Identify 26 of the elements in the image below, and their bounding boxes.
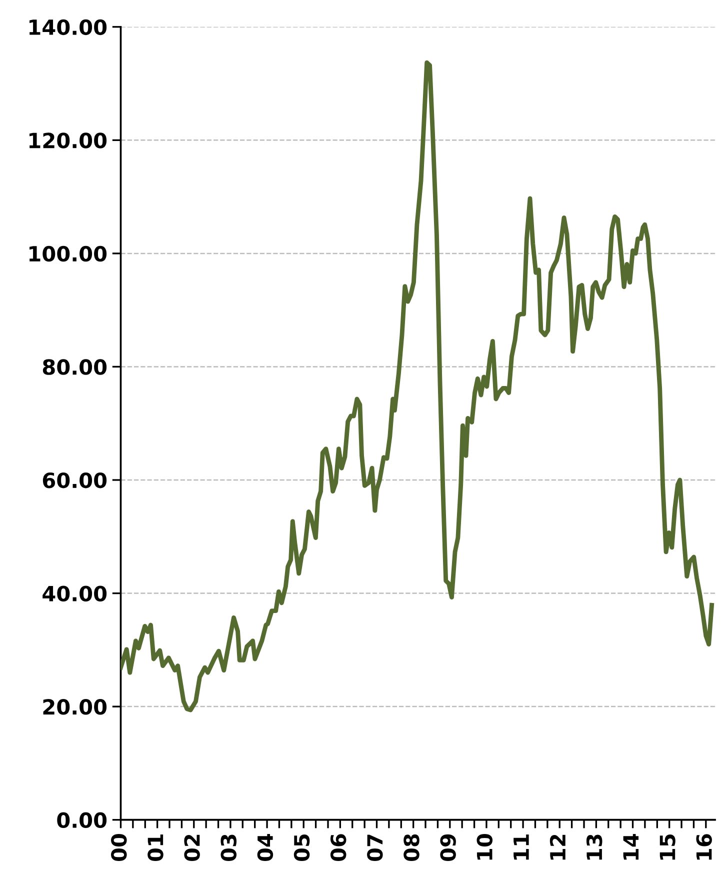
x-tick-label: 12 (550, 834, 566, 860)
x-tick-label: 16 (696, 834, 712, 860)
y-tick-label: 140.00 (30, 19, 107, 36)
y-tick-label: 20.00 (43, 699, 107, 715)
x-tick-label: 15 (660, 834, 676, 860)
y-tick-label: 80.00 (42, 359, 107, 375)
y-tick-label: 0.00 (57, 812, 107, 828)
x-tick-label: 07 (367, 834, 383, 862)
x-tick-label: 03 (220, 834, 237, 862)
line-series (120, 60, 714, 712)
x-tick-label: 00 (111, 834, 127, 862)
x-tick-label: 05 (294, 834, 310, 862)
y-tick-label: 120.00 (30, 132, 107, 148)
x-tick-label: 10 (476, 834, 493, 860)
x-tick-label: 06 (330, 834, 346, 862)
y-tick-label: 100.00 (30, 246, 107, 262)
x-tick-label: 08 (404, 834, 420, 862)
x-tick-label: 09 (440, 834, 456, 862)
x-tick-label: 04 (257, 834, 274, 862)
x-tick-label: 11 (514, 834, 529, 860)
x-tick-label: 13 (586, 834, 602, 860)
x-tick-label: 14 (623, 834, 639, 860)
y-tick-label: 40.00 (42, 586, 107, 602)
x-tick-label: 01 (148, 834, 164, 862)
y-tick-label: 60.00 (42, 472, 107, 488)
x-tick-label: 02 (184, 834, 200, 862)
